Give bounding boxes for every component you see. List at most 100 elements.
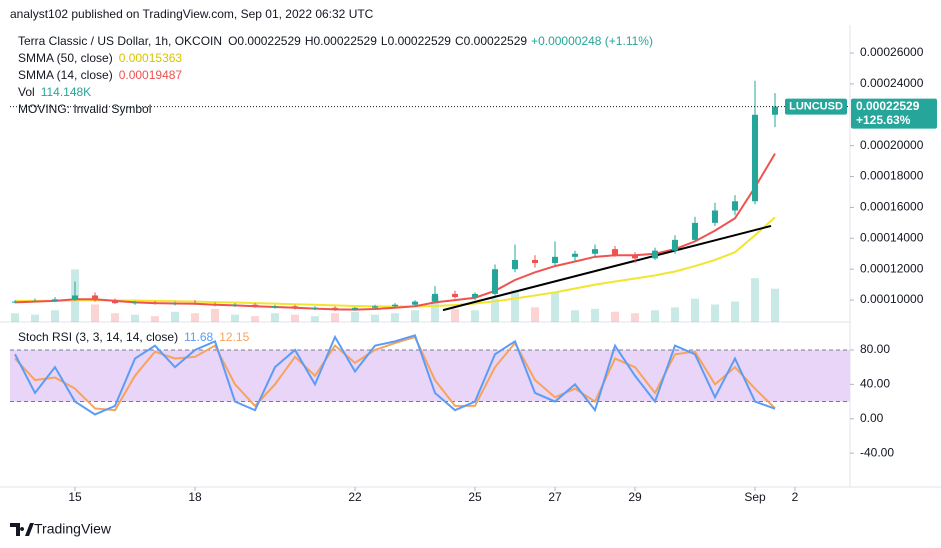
volume-bar [51,310,59,322]
x-tick-label: 2 [792,490,799,504]
change-label: +125.63% [856,113,911,127]
candle-body [112,300,118,304]
ohlc-value: 0.00022529 [237,34,301,48]
volume-bar [251,316,259,322]
volume-bar [431,295,439,322]
volume-bar [531,307,539,322]
volume-bar [31,314,39,322]
y-tick-label: 0.00014000 [860,230,924,244]
volume-bar [191,313,199,322]
volume-bar [211,308,219,322]
volume-bar [571,310,579,322]
vol-legend: Vol 114.148K [18,85,91,99]
x-tick-label: 22 [348,490,362,504]
volume-bar [411,310,419,322]
candle-body [332,307,338,310]
volume-bar [311,316,319,322]
volume-bar [371,314,379,322]
y-tick-label: -40.00 [860,445,894,459]
y-tick-label: 0.00016000 [860,200,924,214]
candle-body [472,293,478,297]
volume-bar [651,310,659,322]
candle-body [752,114,758,202]
candle-body [432,293,438,302]
brand-name: TradingView [34,521,112,537]
volume-bar [491,298,499,322]
legend-name: SMMA (14, close) [18,68,113,82]
candle-body [572,253,578,257]
y-tick-label: 0.00026000 [860,45,924,59]
volume-bar [691,298,699,322]
volume-bar [751,278,759,322]
price-legend: Terra Classic / US Dollar, 1h, OKCOIN O0.… [18,34,653,48]
sma-line [14,153,776,311]
symbol-badge [785,98,847,115]
candle-body [452,293,458,297]
ohlc-label: C [455,34,464,48]
legend-name: SMMA (50, close) [18,51,113,65]
sma-legend: SMMA (14, close) 0.00019487 [18,68,182,82]
volume-bar [331,313,339,322]
candle-body [592,249,598,254]
volume-bar [611,311,619,322]
brand: TradingView [10,521,112,537]
volume-bar [91,304,99,322]
y-tick-label: 0.00024000 [860,76,924,90]
volume-bar [631,313,639,322]
candle-body [152,302,158,304]
candle-body [612,249,618,256]
trendline [442,224,772,312]
candle-body [212,303,218,306]
candle-body [272,306,278,308]
y-tick-label: 0.00018000 [860,169,924,183]
candle-body [672,239,678,251]
legend-value: 114.148K [41,85,92,99]
volume-bar [171,311,179,322]
brand-logo [10,523,34,536]
volume-bar [731,301,739,322]
volume-bar [11,313,19,322]
symbol-title: Terra Classic / US Dollar, 1h, OKCOIN [18,34,222,48]
candle-body [772,106,778,115]
legend-value: 12.15 [219,330,249,344]
ohlc-label: O [228,34,237,48]
volume-bar [771,288,779,322]
candle-body [372,306,378,308]
sma-line [15,216,776,308]
y-tick-label: 0.00020000 [860,138,924,152]
candle-body [32,300,38,302]
candle-body [732,201,738,211]
x-tick-label: 25 [468,490,482,504]
volume-bar [451,308,459,322]
y-tick-label: 0.00 [860,411,884,425]
legend-name: Stoch RSI (3, 3, 14, 14, close) [18,330,178,344]
volume-bar [711,304,719,322]
candle-body [532,259,538,264]
x-tick-label: 15 [68,490,82,504]
candle-body [652,250,658,259]
candle-body [492,269,498,294]
candle-body [692,222,698,240]
price-badge [851,98,937,129]
volume-bar [151,316,159,322]
candle-body [712,210,718,223]
sma-legend: SMMA (50, close) 0.00015363 [18,51,182,65]
y-tick-label: 40.00 [860,377,890,391]
x-tick-label: 18 [188,490,202,504]
candle-body [312,307,318,309]
stoch-line [14,335,776,412]
candle-body [352,307,358,310]
candle-body [72,295,78,300]
symbol-label: LUNCUSD [789,101,843,113]
volume-bar [351,311,359,322]
candle-body [412,301,418,305]
candle-body [292,306,298,309]
ohlc-label: H [305,34,314,48]
candle-body [392,304,398,307]
y-tick-label: 0.00010000 [860,292,924,306]
x-tick-label: 29 [628,490,642,504]
stoch-line [14,334,776,416]
volume-bar [291,314,299,322]
